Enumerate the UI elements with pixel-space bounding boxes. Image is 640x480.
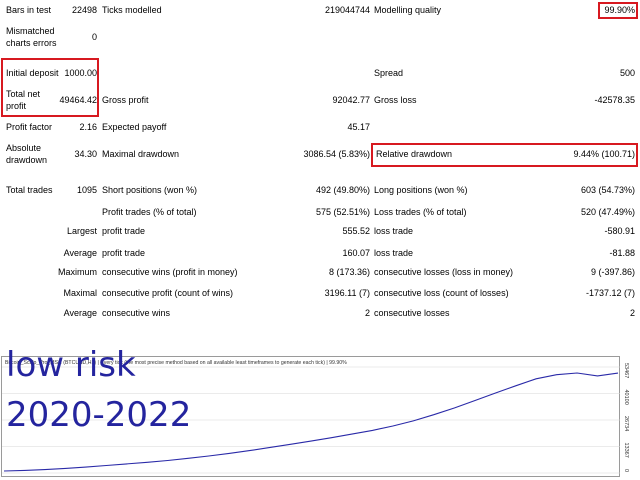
y-tick-label: 13367 xyxy=(623,442,629,457)
short-positions-value: 492 (49.80%) xyxy=(315,185,370,195)
overlay-years-text: 2020-2022 xyxy=(6,395,192,435)
max-cons-wins-label: consecutive wins (profit in money) xyxy=(102,267,238,277)
maximal-cons-profit-label: consecutive profit (count of wins) xyxy=(102,288,234,298)
total-net-profit-value: 49464.42 xyxy=(59,95,97,105)
modelling-quality-highlight xyxy=(598,2,638,19)
profit-factor-label: Profit factor xyxy=(6,122,53,132)
total-net-profit-label-1: Total net xyxy=(6,89,41,99)
relative-drawdown-value: 9.44% (100.71) xyxy=(573,149,635,159)
expected-payoff-label: Expected payoff xyxy=(102,122,167,132)
maximal-cons-loss-value: -1737.12 (7) xyxy=(585,288,635,298)
relative-drawdown-highlight xyxy=(371,143,638,167)
maximum-label: Maximum xyxy=(57,267,97,277)
ticks-modelled-label: Ticks modelled xyxy=(102,5,162,15)
avg-cons-losses-value: 2 xyxy=(629,308,635,318)
average-loss-label: loss trade xyxy=(374,248,414,258)
total-trades-label: Total trades xyxy=(6,185,53,195)
gross-loss-value: -42578.35 xyxy=(594,95,635,105)
modelling-quality-value: 99.90% xyxy=(604,5,635,15)
average-profit-value: 160.07 xyxy=(342,248,370,258)
max-cons-losses-value: 9 (-397.86) xyxy=(590,267,635,277)
equity-line xyxy=(3,372,619,472)
largest-loss-label: loss trade xyxy=(374,226,414,236)
long-positions-label: Long positions (won %) xyxy=(374,185,468,195)
absolute-drawdown-label-1: Absolute xyxy=(6,143,42,153)
average-profit-label: profit trade xyxy=(102,248,146,258)
avg-cons-wins-value: 2 xyxy=(364,308,370,318)
maximal-drawdown-label: Maximal drawdown xyxy=(102,149,180,159)
mismatched-value: 0 xyxy=(91,32,97,42)
spread-value: 500 xyxy=(619,68,635,78)
max-cons-wins-value: 8 (173.36) xyxy=(328,267,370,277)
gross-profit-label: Gross profit xyxy=(102,95,149,105)
chart-frame xyxy=(1,356,620,477)
absolute-drawdown-value: 34.30 xyxy=(74,149,97,159)
y-tick-label: 26734 xyxy=(623,416,629,431)
bars-in-test-value: 22498 xyxy=(71,5,97,15)
ticks-modelled-value: 219044744 xyxy=(324,5,370,15)
profit-trades-label: Profit trades (% of total) xyxy=(102,207,197,217)
equity-chart: Bitcoin_Scalp_Pro_MSC (BTCUSD,H1) | Ever… xyxy=(1,356,629,477)
total-trades-value: 1095 xyxy=(76,185,97,195)
loss-trades-value: 520 (47.49%) xyxy=(580,207,635,217)
mismatched-label-2: charts errors xyxy=(6,38,57,48)
average-label: Average xyxy=(63,248,97,258)
absolute-drawdown-label-2: drawdown xyxy=(6,155,48,165)
mismatched-label-1: Mismatched xyxy=(6,26,55,36)
relative-drawdown-label: Relative drawdown xyxy=(376,149,453,159)
largest-profit-label: profit trade xyxy=(102,226,146,236)
profit-trades-value: 575 (52.51%) xyxy=(315,207,370,217)
gross-profit-value: 92042.77 xyxy=(332,95,370,105)
maximal-cons-loss-label: consecutive loss (count of losses) xyxy=(374,288,509,298)
long-positions-value: 603 (54.73%) xyxy=(580,185,635,195)
overlay-risk-text: low risk xyxy=(6,345,136,385)
y-tick-label: 53467 xyxy=(623,363,629,378)
profit-factor-value: 2.16 xyxy=(79,122,97,132)
maximal-drawdown-value: 3086.54 (5.83%) xyxy=(303,149,370,159)
initial-deposit-label: Initial deposit xyxy=(6,68,59,78)
spread-label: Spread xyxy=(374,68,404,78)
largest-profit-value: 555.52 xyxy=(342,226,370,236)
chart-header: Bitcoin_Scalp_Pro_MSC (BTCUSD,H1) | Ever… xyxy=(5,360,347,366)
average-loss-value: -81.88 xyxy=(609,248,635,258)
gross-loss-label: Gross loss xyxy=(374,95,417,105)
maximal-cons-profit-value: 3196.11 (7) xyxy=(324,288,370,298)
bars-in-test-label: Bars in test xyxy=(6,5,52,15)
avg-cons-wins-label: consecutive wins xyxy=(102,308,171,318)
max-cons-losses-label: consecutive losses (loss in money) xyxy=(374,267,514,277)
y-tick-label: 40100 xyxy=(623,390,629,405)
y-tick-label: 0 xyxy=(623,469,629,472)
deposit-profit-highlight xyxy=(1,58,99,117)
largest-loss-value: -580.91 xyxy=(604,226,635,236)
maximal-label: Maximal xyxy=(63,288,97,298)
modelling-quality-label: Modelling quality xyxy=(374,5,442,15)
short-positions-label: Short positions (won %) xyxy=(102,185,198,195)
expected-payoff-value: 45.17 xyxy=(347,122,370,132)
average2-label: Average xyxy=(63,308,97,318)
loss-trades-label: Loss trades (% of total) xyxy=(374,207,467,217)
largest-label: Largest xyxy=(66,226,97,236)
avg-cons-losses-label: consecutive losses xyxy=(374,308,450,318)
total-net-profit-label-2: profit xyxy=(6,101,27,111)
initial-deposit-value: 1000.00 xyxy=(64,68,97,78)
